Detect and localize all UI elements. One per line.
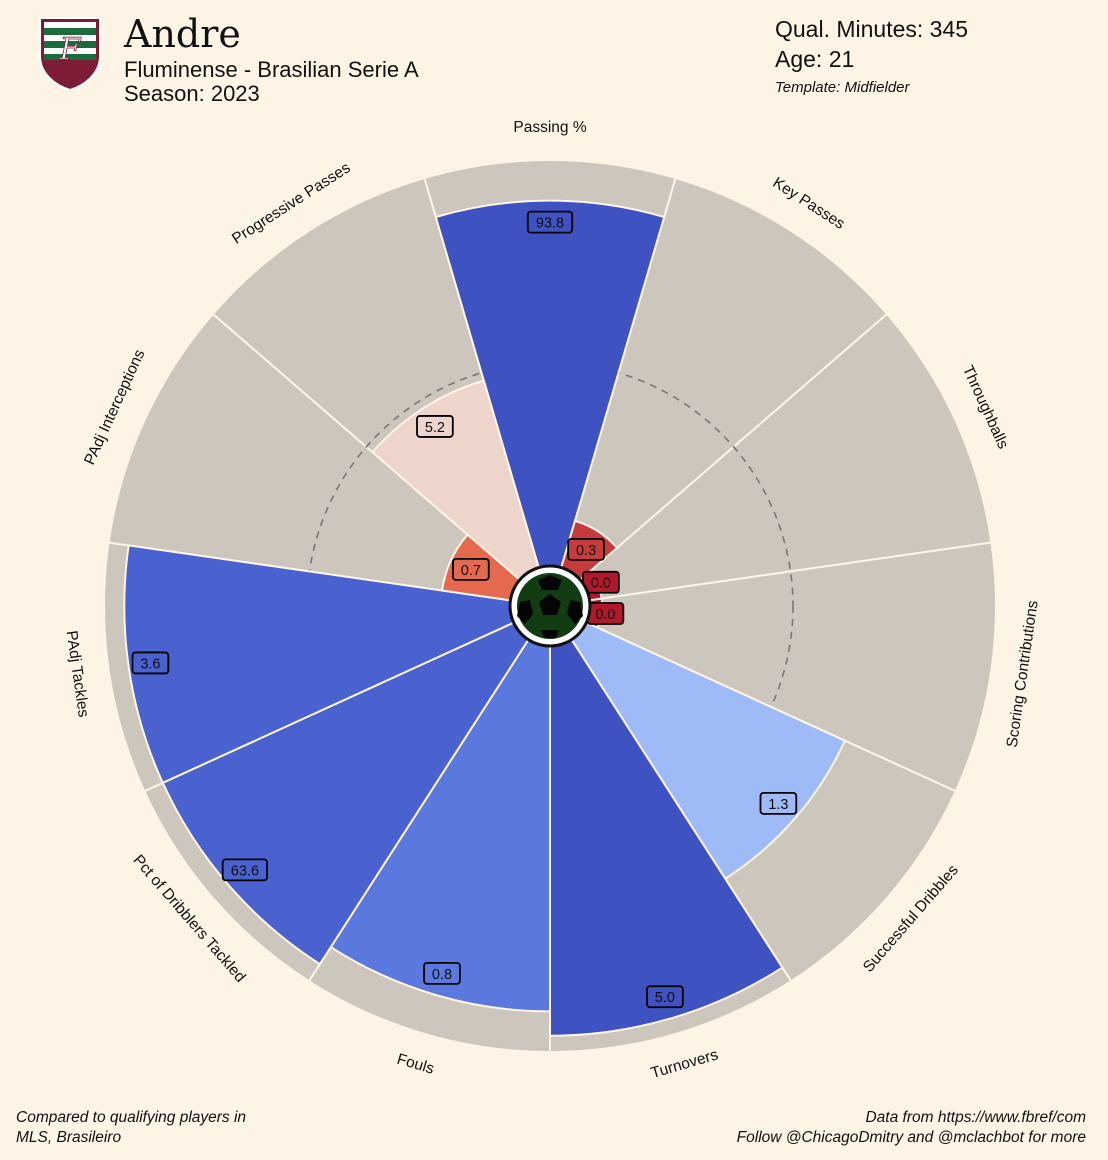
age-label: Age: 21 xyxy=(775,46,855,72)
value-text-pct-of-dribblers-tackled: 63.6 xyxy=(231,863,259,879)
value-text-fouls: 0.8 xyxy=(432,967,452,983)
soccer-ball-icon xyxy=(508,564,592,648)
comparison-note-line2: MLS, Brasileiro xyxy=(16,1129,122,1146)
template-label: Template: Midfielder xyxy=(775,79,910,96)
category-label-scoring-contributions: Scoring Contributions xyxy=(1004,599,1042,748)
value-label-turnovers: 5.0 xyxy=(646,985,684,1009)
slices-layer xyxy=(103,159,997,1054)
value-text-passing: 93.8 xyxy=(536,216,564,232)
value-text-progressive-passes: 5.2 xyxy=(425,420,445,436)
value-label-successful-dribbles: 1.3 xyxy=(759,791,798,815)
category-label-turnovers: Turnovers xyxy=(649,1046,720,1082)
comparison-note-line1: Compared to qualifying players in xyxy=(16,1109,247,1126)
value-label-padj-interceptions: 0.7 xyxy=(452,557,490,581)
data-source-line1: Data from https://www.fbref/com xyxy=(865,1109,1086,1126)
category-label-padj-tackles: PAdj Tackles xyxy=(63,630,92,719)
minutes-label: Qual. Minutes: 345 xyxy=(775,16,969,42)
value-label-throughballs: 0.0 xyxy=(582,570,620,594)
season-label: Season: 2023 xyxy=(124,81,260,106)
value-text-padj-tackles: 3.6 xyxy=(140,656,160,672)
club-crest-icon: F xyxy=(39,17,101,92)
svg-text:F: F xyxy=(59,32,82,67)
category-label-throughballs: Throughballs xyxy=(959,363,1012,452)
value-text-padj-interceptions: 0.7 xyxy=(461,563,481,579)
category-label-fouls: Fouls xyxy=(395,1051,436,1078)
value-text-throughballs: 0.0 xyxy=(591,576,611,592)
player-name: Andre xyxy=(124,12,241,56)
value-label-scoring-contributions: 0.0 xyxy=(586,602,625,625)
value-labels-layer: 93.8 0.3 0.0 0.0 1.3 5.0 0.8 63.6 3.6 0.7 5.2 xyxy=(131,210,798,1009)
value-label-progressive-passes: 5.2 xyxy=(416,415,454,438)
value-label-passing: 93.8 xyxy=(526,210,574,234)
value-label-padj-tackles: 3.6 xyxy=(131,651,170,675)
team-league: Fluminense - Brasilian Serie A xyxy=(124,57,419,82)
data-source-line2: Follow @ChicagoDmitry and @mclachbot for… xyxy=(736,1129,1086,1146)
value-text-successful-dribbles: 1.3 xyxy=(768,797,788,813)
value-text-turnovers: 5.0 xyxy=(655,990,675,1006)
value-label-fouls: 0.8 xyxy=(423,961,461,985)
value-text-key-passes: 0.3 xyxy=(576,543,596,559)
category-label-passing: Passing % xyxy=(513,119,586,136)
value-label-key-passes: 0.3 xyxy=(567,537,605,561)
value-text-scoring-contributions: 0.0 xyxy=(595,607,615,623)
value-label-pct-of-dribblers-tackled: 63.6 xyxy=(221,858,269,882)
